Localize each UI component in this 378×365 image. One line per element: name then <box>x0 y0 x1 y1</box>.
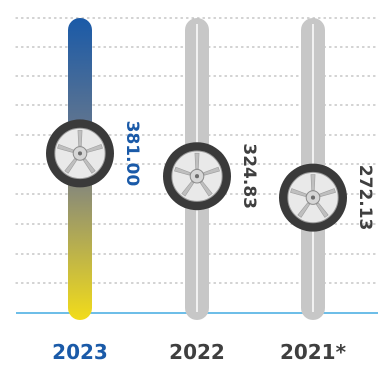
category-label: 2021* <box>280 340 347 364</box>
category-label: 2022 <box>169 340 225 364</box>
bar-2023 <box>46 18 114 320</box>
value-label: 381.00 <box>122 121 142 187</box>
tire-icon <box>279 163 347 232</box>
value-label: 272.13 <box>355 165 375 231</box>
value-label: 324.83 <box>239 143 259 209</box>
bar-2022 <box>163 18 231 320</box>
category-labels: 381.00 2023 324.83 2022 272.13 2021* <box>52 121 375 364</box>
tire-icon <box>163 142 231 211</box>
tire-icon <box>46 119 114 188</box>
category-label: 2023 <box>52 340 108 364</box>
bar-2021 <box>279 18 347 320</box>
bars <box>46 18 347 320</box>
